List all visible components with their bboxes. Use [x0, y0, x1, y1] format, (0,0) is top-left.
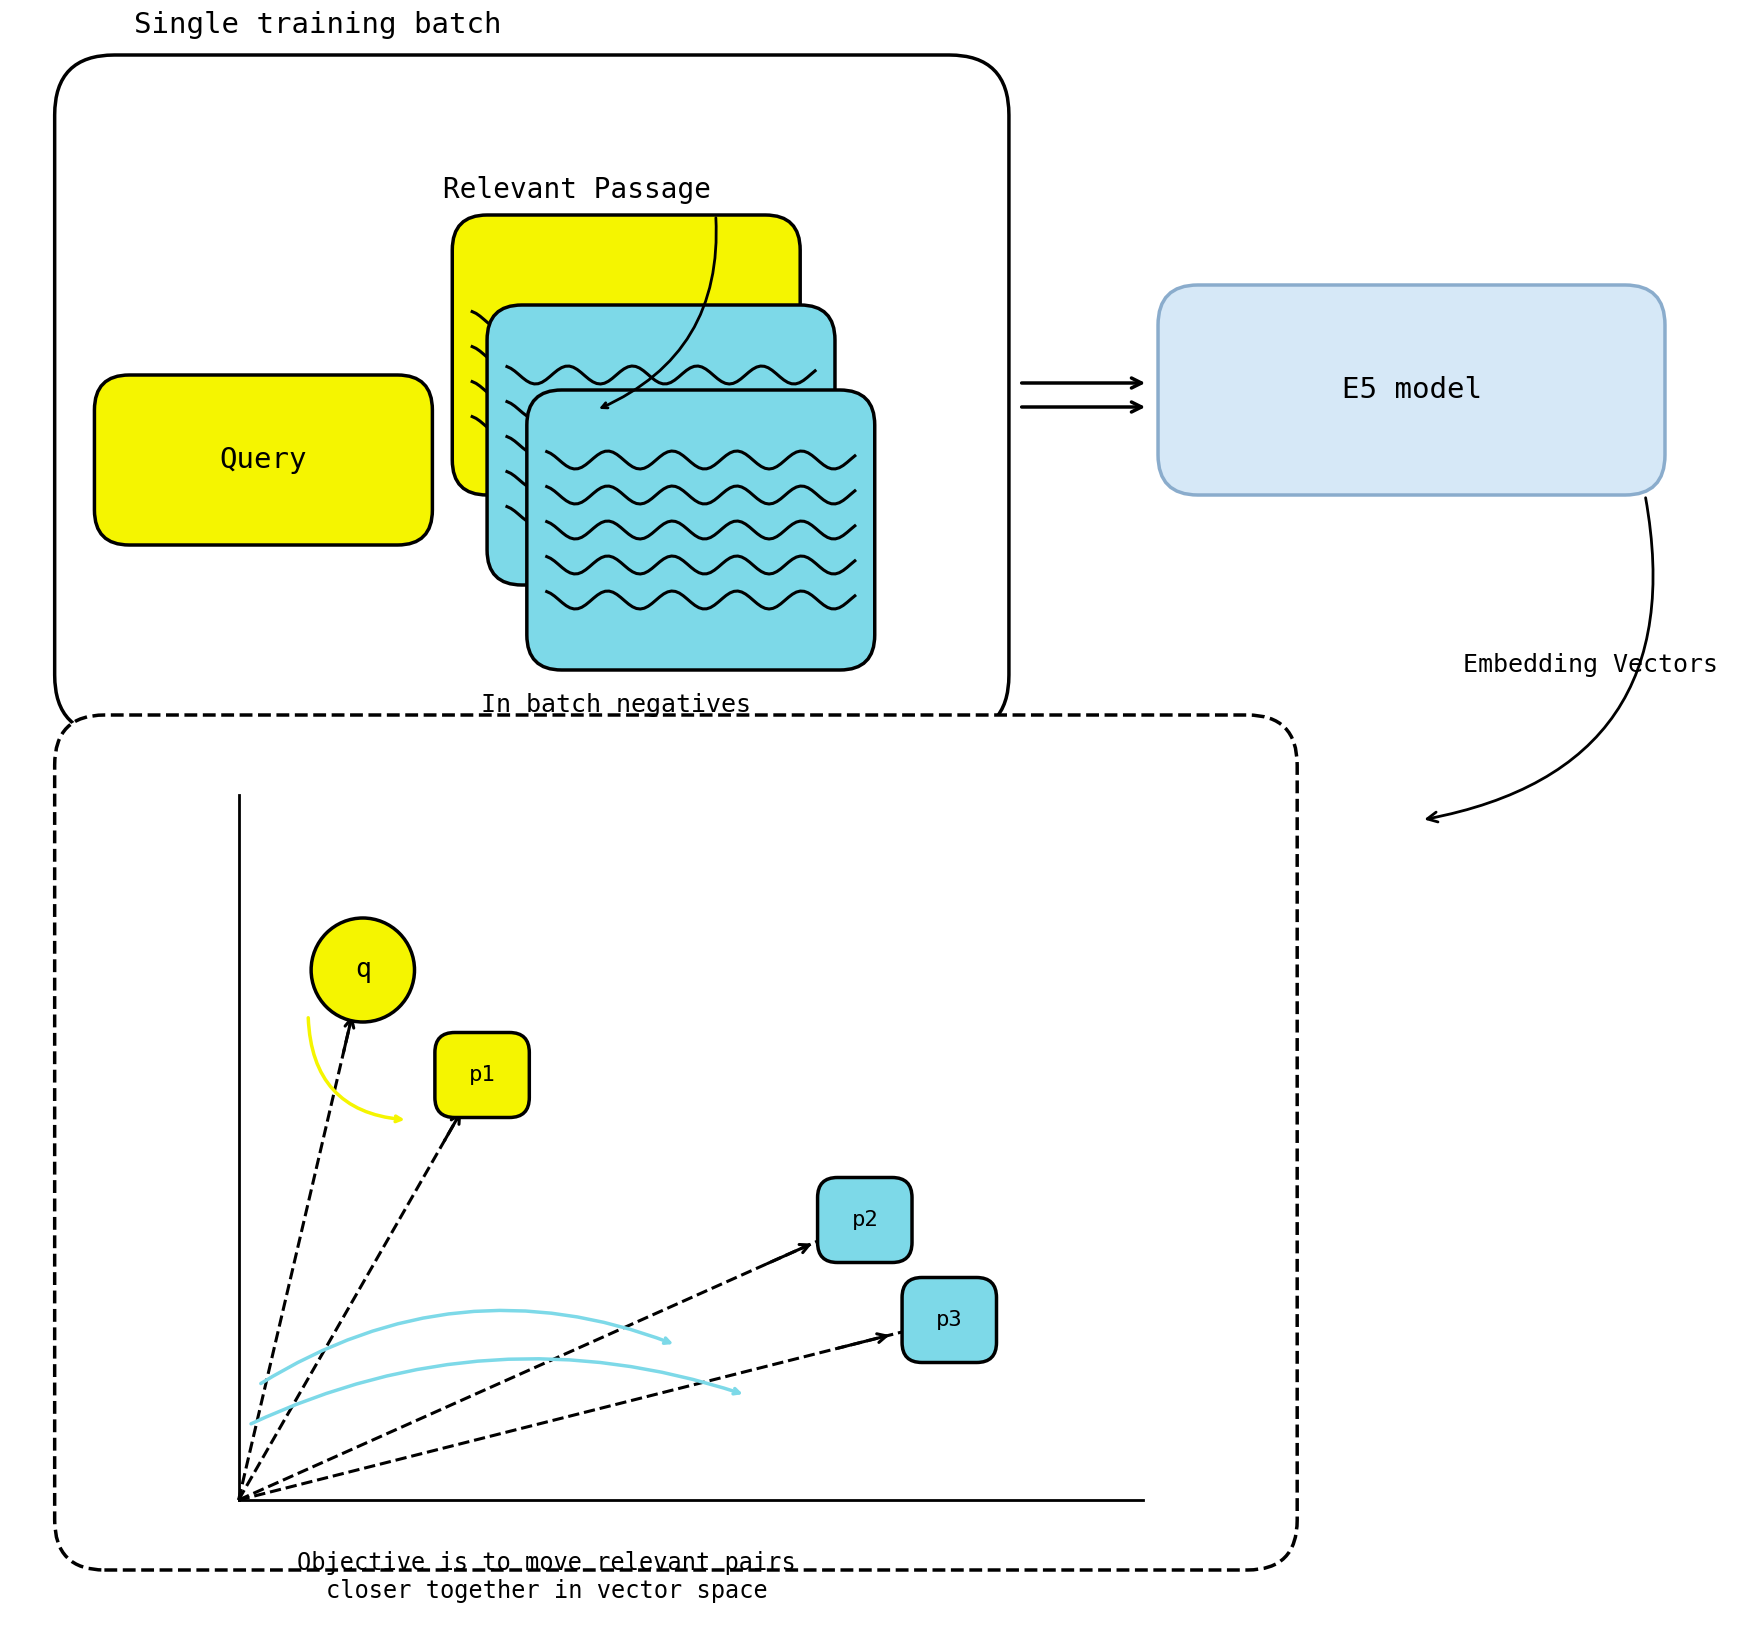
FancyBboxPatch shape — [1157, 284, 1665, 496]
FancyArrowPatch shape — [1427, 497, 1653, 822]
Text: Relevant Passage: Relevant Passage — [443, 176, 711, 205]
Circle shape — [312, 918, 415, 1022]
FancyBboxPatch shape — [54, 55, 1009, 735]
Text: In batch negatives: In batch negatives — [482, 692, 751, 717]
FancyBboxPatch shape — [527, 390, 876, 670]
Text: Objective is to move relevant pairs
closer together in vector space: Objective is to move relevant pairs clos… — [298, 1552, 797, 1602]
FancyBboxPatch shape — [54, 715, 1297, 1570]
Text: Single training batch: Single training batch — [135, 11, 503, 39]
Text: Query: Query — [219, 445, 306, 474]
FancyBboxPatch shape — [95, 375, 432, 544]
Text: p2: p2 — [851, 1211, 879, 1230]
Text: Embedding Vectors: Embedding Vectors — [1462, 653, 1718, 678]
FancyBboxPatch shape — [487, 306, 835, 585]
FancyBboxPatch shape — [452, 214, 800, 496]
FancyBboxPatch shape — [902, 1277, 996, 1362]
FancyBboxPatch shape — [434, 1032, 529, 1118]
Text: q: q — [355, 957, 371, 983]
FancyBboxPatch shape — [818, 1178, 912, 1263]
Text: p1: p1 — [469, 1064, 496, 1086]
Text: E5 model: E5 model — [1341, 375, 1481, 405]
Text: p3: p3 — [937, 1310, 963, 1329]
